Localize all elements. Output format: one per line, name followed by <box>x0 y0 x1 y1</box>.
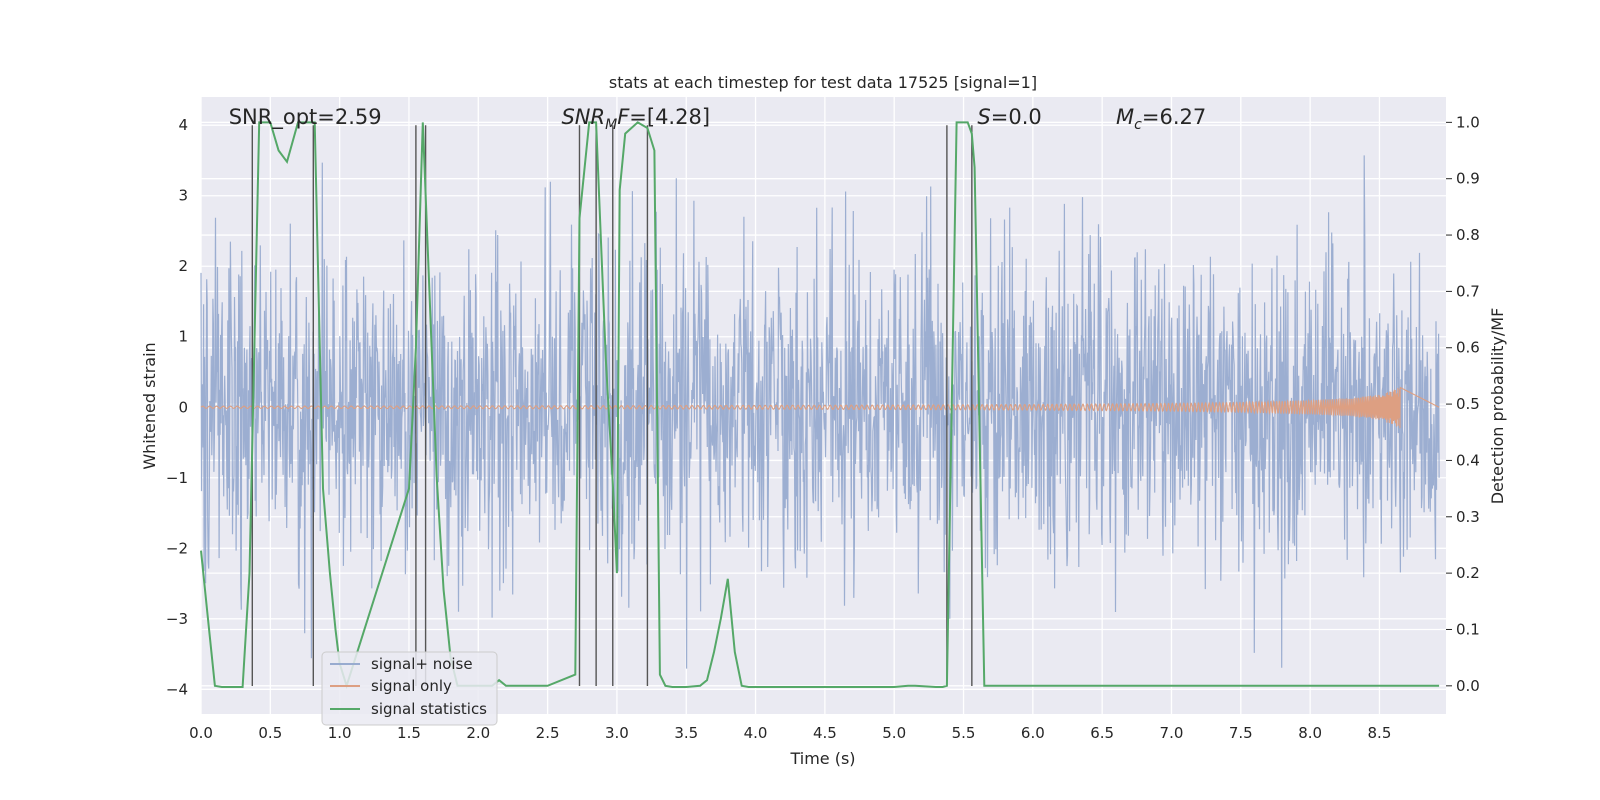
annotation-1: SNRMF=[4.28] <box>561 105 710 133</box>
legend-label-signal-statistics: signal statistics <box>371 700 487 718</box>
x-tick-label: 5.5 <box>952 724 976 742</box>
x-tick-label: 3.5 <box>674 724 698 742</box>
y-right-tick-label: 0.7 <box>1456 282 1480 300</box>
legend-label-signal-noise: signal+ noise <box>371 655 473 673</box>
x-tick-label: 0.0 <box>189 724 213 742</box>
y-left-tick-label: 4 <box>178 116 188 134</box>
legend-box <box>321 651 498 726</box>
y-right-axis-label: Detection probability/MF <box>1488 308 1507 505</box>
signal-only-line <box>200 386 1440 429</box>
y-left-axis-label: Whitened strain <box>140 342 159 469</box>
y-left-tick-label: 2 <box>178 257 188 275</box>
y-right-tick-label: 0.0 <box>1456 677 1480 695</box>
y-left-axis-ticks: −4 −3 −2 −1 0 1 2 3 4 <box>166 116 188 698</box>
annotation-0: SNR_opt=2.59 <box>229 105 382 130</box>
signal-noise-line <box>200 155 1440 669</box>
signal-statistics-series <box>200 121 1440 690</box>
x-tick-label: 0.5 <box>258 724 282 742</box>
y-left-tick-label: −2 <box>166 539 188 557</box>
y-right-tick-label: 0.8 <box>1456 226 1480 244</box>
signal-only-series <box>200 386 1440 429</box>
x-tick-label: 8.0 <box>1298 724 1322 742</box>
annotation-2: S=0.0 <box>977 105 1041 129</box>
y-right-axis-ticks: 0.0 0.1 0.2 0.3 0.4 0.5 0.6 0.7 0.8 0.9 1.0 <box>1446 113 1480 695</box>
y-left-tick-label: −3 <box>166 610 188 628</box>
y-right-tick-label: 1.0 <box>1456 113 1480 131</box>
y-right-tick-label: 0.6 <box>1456 339 1480 357</box>
y-left-tick-label: −1 <box>166 469 188 487</box>
legend: signal+ noise signal only signal statist… <box>321 651 498 726</box>
x-tick-label: 7.5 <box>1229 724 1253 742</box>
legend-label-signal-only: signal only <box>371 677 452 695</box>
x-tick-label: 7.0 <box>1160 724 1184 742</box>
y-right-tick-label: 0.2 <box>1456 564 1480 582</box>
y-right-tick-label: 0.1 <box>1456 620 1480 638</box>
x-tick-label: 6.0 <box>1021 724 1045 742</box>
y-left-tick-label: 0 <box>178 398 188 416</box>
y-right-tick-label: 0.4 <box>1456 451 1480 469</box>
x-tick-label: 6.5 <box>1090 724 1114 742</box>
x-tick-label: 8.5 <box>1368 724 1392 742</box>
x-axis-ticks: 0.0 0.5 1.0 1.5 2.0 2.5 3.0 3.5 4.0 4.5 5.0 5.5 6.0 6… <box>189 724 1391 742</box>
y-left-tick-label: 3 <box>178 187 188 205</box>
y-right-tick-label: 0.3 <box>1456 508 1480 526</box>
annotations: SNR_opt=2.59 SNRMF=[4.28] S=0.0 Mc=6.27 <box>229 105 1206 133</box>
y-right-tick-label: 0.5 <box>1456 395 1480 413</box>
x-tick-label: 2.5 <box>536 724 560 742</box>
y-right-tick-label: 0.9 <box>1456 170 1480 188</box>
x-tick-label: 5.0 <box>882 724 906 742</box>
vertical-markers <box>251 125 973 686</box>
chart-title: stats at each timestep for test data 175… <box>609 73 1037 92</box>
x-tick-label: 2.0 <box>466 724 490 742</box>
x-tick-label: 3.0 <box>605 724 629 742</box>
annotation-3: Mc=6.27 <box>1116 105 1206 133</box>
x-tick-label: 1.0 <box>328 724 352 742</box>
x-tick-label: 4.5 <box>813 724 837 742</box>
y-left-tick-label: −4 <box>166 680 188 698</box>
signal-noise-series <box>200 155 1440 669</box>
x-tick-label: 1.5 <box>397 724 421 742</box>
signal-statistics-line <box>200 121 1440 690</box>
x-tick-label: 4.0 <box>744 724 768 742</box>
y-left-tick-label: 1 <box>178 328 188 346</box>
x-axis-label: Time (s) <box>789 749 855 768</box>
